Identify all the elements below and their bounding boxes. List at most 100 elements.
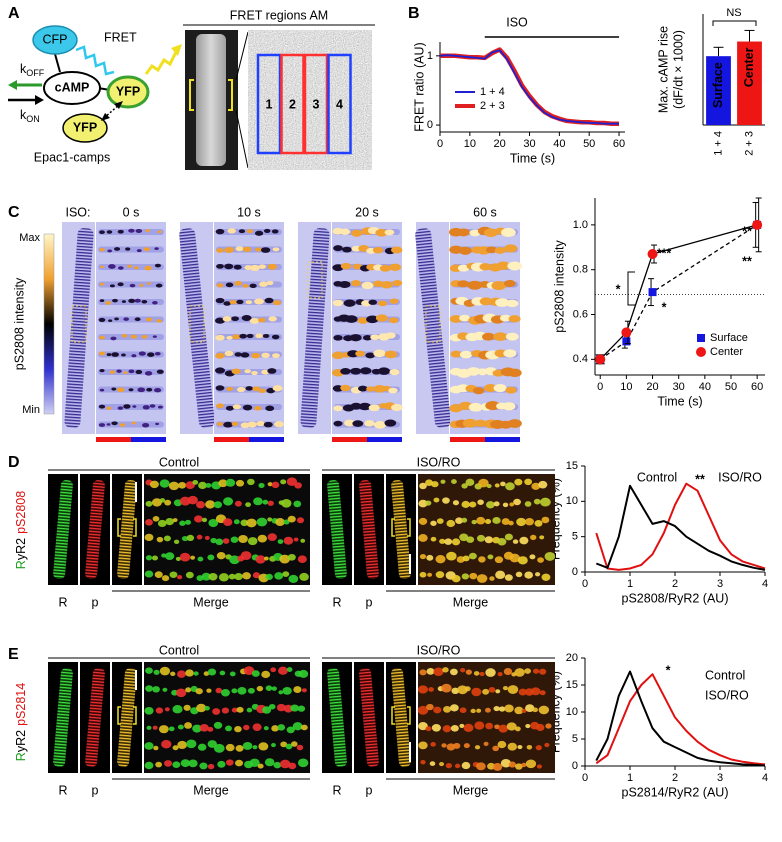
spot [514, 478, 523, 486]
spot [245, 502, 251, 508]
spot [418, 534, 428, 542]
spot [214, 317, 226, 324]
spot [144, 706, 154, 715]
spot [462, 555, 470, 562]
spot [146, 387, 153, 392]
legend-label: Control [637, 470, 677, 484]
spot [463, 743, 470, 749]
spot [215, 538, 224, 546]
spot [526, 745, 533, 750]
spot [496, 261, 511, 270]
series-line [595, 484, 766, 571]
spot [154, 571, 163, 578]
merge-image [418, 662, 555, 773]
spot [288, 762, 297, 770]
spot [357, 317, 369, 324]
spot [458, 246, 472, 255]
channel-label: p [366, 783, 373, 797]
spot [141, 299, 148, 304]
spot [154, 351, 161, 356]
spot [503, 279, 516, 288]
spot [283, 536, 294, 545]
spot [186, 739, 197, 749]
colorbar-min: Min [22, 404, 40, 416]
spot [388, 387, 398, 394]
spot [492, 763, 503, 771]
legend-swatch [697, 334, 705, 342]
spot [539, 535, 545, 540]
spot [196, 703, 207, 713]
spot [505, 482, 515, 491]
spot [279, 554, 291, 564]
spot [264, 297, 274, 304]
spot [116, 369, 122, 373]
spot [216, 263, 224, 269]
merge-label: Merge [453, 783, 488, 797]
spot [455, 517, 464, 524]
spot [161, 739, 172, 749]
spot [164, 760, 173, 767]
spot [457, 280, 469, 288]
channel-label: p [92, 595, 99, 609]
spot [263, 726, 269, 731]
arrow-head [101, 113, 110, 121]
spot [485, 668, 496, 677]
spot [368, 404, 380, 412]
spot [282, 571, 290, 577]
image-title: FRET regions AM [230, 8, 328, 22]
spot [375, 228, 388, 237]
spot [99, 230, 105, 234]
spot [233, 264, 242, 270]
spot [433, 667, 444, 677]
spot [537, 557, 544, 563]
region-number: 3 [313, 97, 320, 111]
spot [529, 554, 536, 560]
spot [425, 726, 432, 732]
spot [274, 421, 284, 428]
spot [246, 518, 257, 528]
spot [154, 388, 162, 393]
spot [426, 668, 435, 675]
spot [430, 536, 437, 542]
cell [53, 480, 73, 579]
spot [433, 706, 442, 714]
spot [121, 333, 128, 338]
spot [238, 534, 248, 544]
x-axis-title: Time (s) [657, 394, 702, 408]
spot [287, 553, 296, 561]
spot [389, 368, 400, 376]
spot [518, 688, 527, 696]
spot [234, 726, 242, 733]
spot [99, 299, 105, 303]
roi-bracket [133, 706, 137, 725]
spot [431, 723, 441, 732]
spot [504, 574, 513, 581]
spot [155, 422, 160, 426]
region-bar-surface [485, 437, 520, 442]
y-axis-title: Max. cAMP rise [656, 26, 670, 113]
spot [197, 556, 204, 562]
spot [144, 533, 154, 542]
spot [340, 384, 351, 392]
spot [479, 263, 492, 271]
spot [259, 281, 268, 287]
spot [242, 404, 253, 411]
spot [175, 556, 181, 562]
spot [256, 685, 264, 692]
legend-label: ISO/RO [718, 470, 762, 484]
spot [469, 501, 477, 508]
spot [504, 244, 518, 253]
spot [99, 388, 105, 392]
spot [197, 743, 207, 751]
spot [296, 744, 304, 751]
spot [497, 740, 507, 749]
spot [147, 352, 155, 357]
y-tick-label: 0 [572, 566, 578, 578]
spot [245, 300, 253, 305]
x-tick-label: 30 [523, 138, 535, 150]
y-tick-label: 0.8 [573, 264, 588, 276]
spot [281, 498, 292, 508]
spot [514, 668, 525, 677]
spot [428, 687, 434, 692]
series-line [599, 224, 758, 360]
